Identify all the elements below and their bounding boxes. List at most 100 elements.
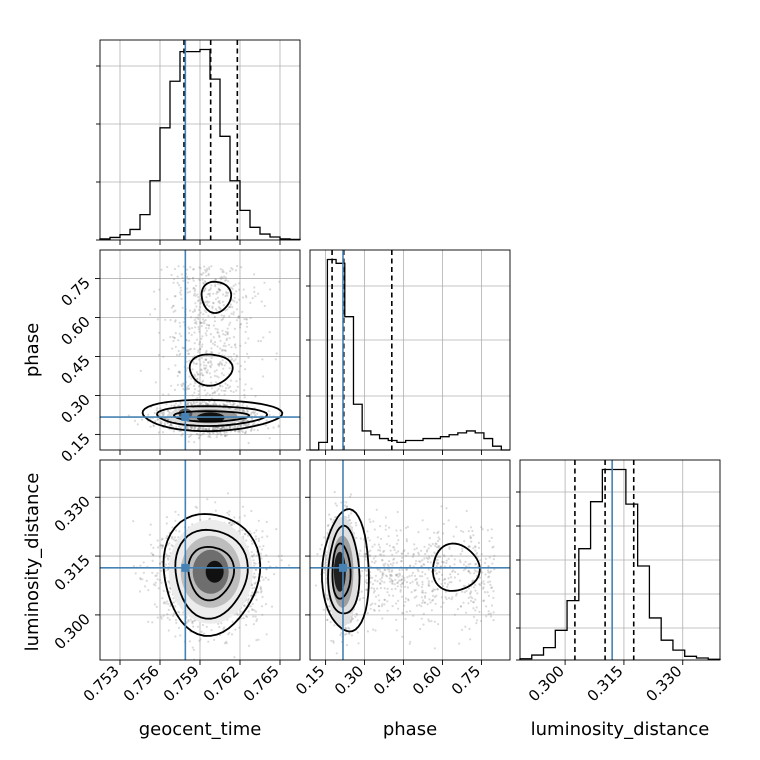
sample-point — [223, 393, 226, 396]
sample-point — [199, 321, 202, 324]
sample-point — [187, 326, 190, 329]
sample-point — [244, 294, 248, 297]
sample-point — [204, 332, 207, 335]
sample-point — [196, 373, 199, 376]
sample-point — [269, 288, 272, 291]
sample-point — [166, 613, 169, 616]
sample-point — [242, 409, 245, 412]
sample-point — [438, 538, 441, 541]
sample-point — [444, 590, 447, 593]
sample-point — [195, 433, 198, 436]
sample-point — [179, 325, 182, 328]
sample-point — [207, 272, 210, 275]
sample-point — [197, 428, 200, 431]
sample-point — [179, 352, 182, 355]
sample-point — [201, 623, 205, 627]
sample-point — [474, 563, 477, 566]
sample-point — [161, 544, 164, 547]
sample-point — [208, 517, 212, 520]
sample-point — [205, 370, 208, 373]
sample-point — [245, 318, 248, 321]
sample-point — [265, 419, 268, 422]
sample-point — [263, 281, 266, 284]
sample-point — [436, 532, 439, 535]
sample-point — [206, 403, 209, 406]
sample-point — [246, 424, 249, 427]
sample-point — [222, 374, 225, 377]
sample-point — [175, 426, 178, 429]
sample-point — [221, 300, 224, 303]
sample-point — [243, 604, 246, 607]
sample-point — [247, 599, 250, 602]
sample-point — [220, 314, 223, 317]
sample-point — [403, 579, 406, 582]
sample-point — [160, 538, 164, 541]
sample-point — [364, 558, 367, 561]
sample-point — [202, 290, 205, 293]
sample-point — [200, 369, 203, 372]
sample-point — [187, 277, 190, 281]
sample-point — [219, 339, 222, 342]
sample-point — [205, 311, 208, 314]
sample-point — [441, 579, 444, 582]
sample-point — [159, 543, 163, 547]
sample-point — [188, 359, 191, 362]
sample-point — [233, 402, 236, 405]
sample-point — [214, 283, 217, 286]
sample-point — [201, 318, 205, 321]
sample-point — [236, 362, 239, 365]
sample-point — [226, 492, 230, 495]
sample-point — [225, 339, 228, 342]
sample-point — [203, 632, 206, 635]
sample-point — [187, 281, 190, 284]
sample-point — [251, 608, 254, 611]
sample-point — [395, 602, 398, 605]
sample-point — [199, 301, 202, 304]
sample-point — [288, 564, 291, 567]
sample-point — [180, 289, 183, 292]
sample-point — [228, 522, 231, 525]
sample-point — [159, 544, 162, 547]
sample-point — [223, 275, 226, 278]
sample-point — [220, 362, 223, 365]
truth-marker — [181, 413, 190, 422]
sample-point — [191, 646, 194, 649]
sample-point — [203, 265, 206, 268]
sample-point — [224, 330, 227, 333]
sample-point — [162, 339, 165, 342]
sample-point — [261, 530, 264, 533]
sample-point — [220, 275, 223, 279]
sample-point — [171, 335, 174, 339]
sample-point — [156, 616, 159, 619]
sample-point — [264, 424, 267, 427]
sample-point — [215, 403, 218, 406]
sample-point — [180, 434, 183, 437]
sample-point — [216, 290, 219, 293]
sample-point — [212, 324, 215, 327]
sample-point — [186, 425, 190, 428]
sample-point — [216, 427, 219, 430]
sample-point — [166, 557, 169, 560]
sample-point — [212, 336, 215, 339]
sample-point — [213, 638, 216, 642]
sample-point — [253, 286, 256, 289]
sample-point — [267, 560, 270, 563]
sample-point — [149, 417, 152, 420]
sample-point — [201, 380, 204, 384]
sample-point — [255, 598, 258, 601]
sample-point — [455, 525, 458, 529]
sample-point — [254, 581, 257, 584]
sample-point — [260, 300, 263, 303]
sample-point — [229, 379, 233, 382]
sample-point — [251, 542, 254, 545]
sample-point — [159, 562, 162, 565]
sample-point — [192, 287, 195, 290]
sample-point — [208, 292, 211, 295]
sample-point — [228, 510, 231, 513]
sample-point — [266, 535, 269, 538]
sample-point — [234, 346, 237, 349]
sample-point — [166, 422, 169, 425]
panel-2d-geocent-time-vs-phase — [100, 250, 300, 450]
sample-point — [407, 552, 410, 555]
sample-point — [193, 427, 196, 430]
